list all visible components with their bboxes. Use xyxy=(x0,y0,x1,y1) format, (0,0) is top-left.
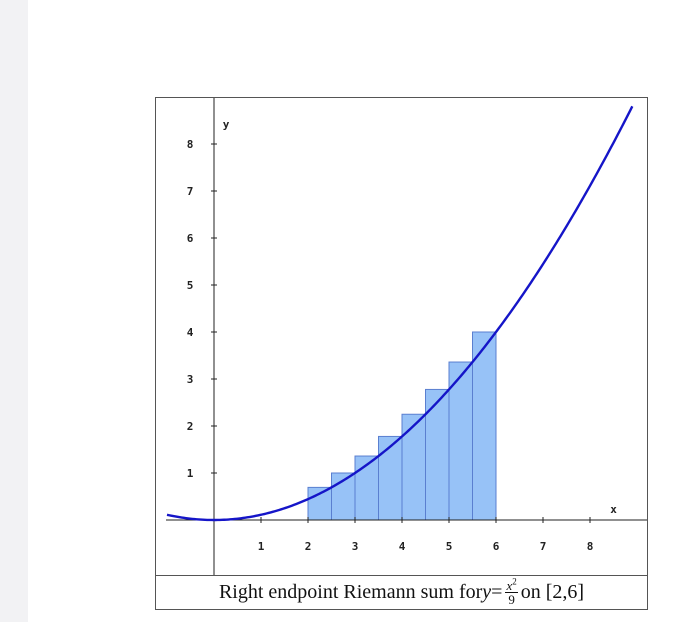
caption-den: 9 xyxy=(508,592,515,607)
x-tick-label-7: 7 xyxy=(540,540,547,553)
caption-prefix: Right endpoint Riemann sum for xyxy=(218,581,483,603)
caption-var: y xyxy=(482,581,492,603)
x-tick-label-3: 3 xyxy=(352,540,359,553)
riemann-chart: 1 2 3 4 5 6 7 8 1 2 3 4 5 6 7 8 x y xyxy=(166,98,647,575)
y-tick-label-1: 1 xyxy=(187,467,194,480)
caption-num-base: x xyxy=(506,578,513,593)
caption-num-exp: 2 xyxy=(512,576,517,587)
x-tick-label-4: 4 xyxy=(399,540,406,553)
y-tick-label-5: 5 xyxy=(187,279,194,292)
plot-area: 1 2 3 4 5 6 7 8 1 2 3 4 5 6 7 8 x y xyxy=(156,98,647,575)
x-tick-label-5: 5 xyxy=(446,540,453,553)
y-tick-label-6: 6 xyxy=(187,232,194,245)
left-rail xyxy=(0,0,28,622)
x-tick-label-6: 6 xyxy=(493,540,500,553)
riemann-rect-4 xyxy=(378,435,403,521)
y-tick-label-8: 8 xyxy=(187,138,194,151)
y-tick-label-2: 2 xyxy=(187,420,194,433)
y-tick-label-4: 4 xyxy=(187,326,194,339)
riemann-rect-5 xyxy=(401,413,426,521)
caption-suffix: on [2,6] xyxy=(520,581,585,603)
function-curve xyxy=(166,105,634,522)
figure-caption: Right endpoint Riemann sum for y = x2 9 … xyxy=(156,575,647,609)
y-tick-label-3: 3 xyxy=(187,373,194,386)
y-tick-label-7: 7 xyxy=(187,185,194,198)
y-axis-label: y xyxy=(223,118,230,131)
x-tick-label-2: 2 xyxy=(305,540,312,553)
caption-equals: = xyxy=(491,581,503,603)
x-axis-label: x xyxy=(610,503,617,516)
caption-fraction: x2 9 xyxy=(505,576,518,607)
x-tick-label-1: 1 xyxy=(258,540,265,553)
x-tick-label-8: 8 xyxy=(587,540,594,553)
riemann-rect-8 xyxy=(472,331,497,521)
